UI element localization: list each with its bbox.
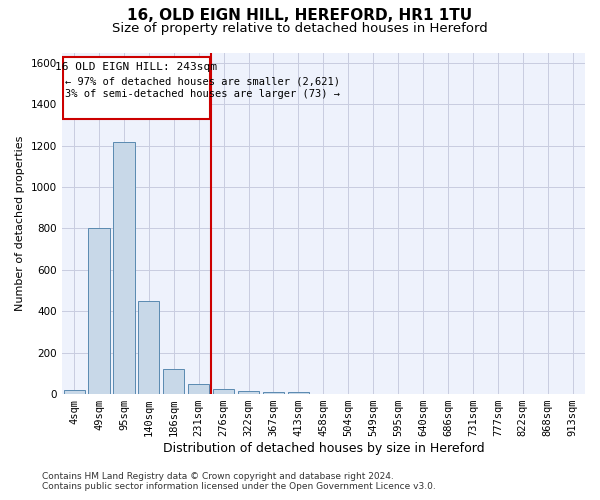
Bar xyxy=(188,384,209,394)
Text: Size of property relative to detached houses in Hereford: Size of property relative to detached ho… xyxy=(112,22,488,35)
Text: Contains public sector information licensed under the Open Government Licence v3: Contains public sector information licen… xyxy=(42,482,436,491)
Text: 3% of semi-detached houses are larger (73) →: 3% of semi-detached houses are larger (7… xyxy=(65,88,340,99)
Text: 16 OLD EIGN HILL: 243sqm: 16 OLD EIGN HILL: 243sqm xyxy=(55,62,217,72)
Bar xyxy=(288,392,309,394)
Bar xyxy=(213,389,234,394)
X-axis label: Distribution of detached houses by size in Hereford: Distribution of detached houses by size … xyxy=(163,442,484,455)
Text: ← 97% of detached houses are smaller (2,621): ← 97% of detached houses are smaller (2,… xyxy=(65,76,340,86)
Text: Contains HM Land Registry data © Crown copyright and database right 2024.: Contains HM Land Registry data © Crown c… xyxy=(42,472,394,481)
Bar xyxy=(88,228,110,394)
FancyBboxPatch shape xyxy=(63,56,210,118)
Y-axis label: Number of detached properties: Number of detached properties xyxy=(15,136,25,311)
Bar xyxy=(163,369,184,394)
Bar xyxy=(113,142,134,394)
Bar xyxy=(64,390,85,394)
Text: 16, OLD EIGN HILL, HEREFORD, HR1 1TU: 16, OLD EIGN HILL, HEREFORD, HR1 1TU xyxy=(127,8,473,22)
Bar xyxy=(138,301,160,394)
Bar xyxy=(238,391,259,394)
Bar xyxy=(263,392,284,394)
